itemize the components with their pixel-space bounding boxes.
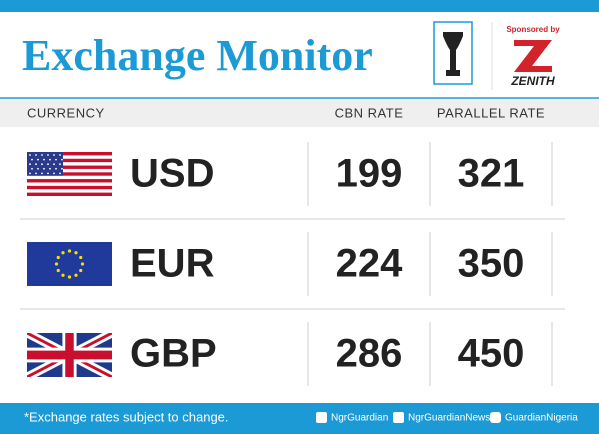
flag-star (59, 172, 61, 175)
instagram-icon (490, 412, 501, 423)
flag-star (53, 163, 55, 166)
flag-star (35, 163, 37, 166)
flag-star (49, 167, 51, 170)
grid (20, 142, 565, 386)
flag-star (43, 167, 45, 170)
flag-star (67, 275, 72, 279)
parallel-rate: 450 (458, 332, 525, 376)
flag-usa (27, 152, 112, 196)
flag-star (59, 154, 61, 156)
currency-code: USD (130, 152, 214, 196)
flag-star (47, 154, 49, 156)
flag-star (80, 262, 85, 266)
flag-star (29, 154, 31, 156)
flag-stripe (27, 172, 112, 176)
guardian-logo (433, 21, 473, 85)
cbn-rate: 199 (336, 152, 403, 196)
flag-stripe (27, 152, 112, 156)
flag-star (47, 172, 49, 175)
column-header: PARALLEL RATE (437, 105, 545, 120)
flag-canton (27, 152, 63, 176)
twitter-icon (393, 412, 404, 423)
sponsor-name: ZENITH (510, 74, 555, 88)
flag-star (56, 268, 60, 273)
flag-star (41, 172, 43, 175)
flag-star (55, 167, 57, 170)
flag-star (61, 273, 65, 277)
flag-star (31, 158, 33, 161)
flag-star (37, 158, 39, 161)
parallel-rate: 321 (458, 152, 525, 196)
flag-star (67, 249, 72, 253)
flag-uk (27, 333, 112, 377)
flag-star (79, 268, 83, 273)
flag-star (61, 158, 63, 161)
flag-star (61, 251, 65, 255)
flag-star (79, 255, 83, 260)
flag-star (55, 158, 57, 161)
column-header: CBN RATE (335, 105, 404, 120)
flag-star (37, 167, 39, 170)
flag-star (74, 251, 78, 255)
flag-star (53, 172, 55, 175)
twitter-handle[interactable]: NgrGuardianNews (408, 413, 490, 424)
column-header-band (0, 99, 599, 127)
instagram-handle[interactable]: GuardianNigeria (505, 413, 578, 424)
flag-star (47, 163, 49, 166)
title: Exchange Monitor (22, 31, 373, 80)
flag-star (41, 154, 43, 156)
flag-stripe (27, 165, 112, 169)
flag-star (43, 158, 45, 161)
flag-star (31, 167, 33, 170)
flag-star (53, 154, 55, 156)
flag-star (61, 167, 63, 170)
flag-star (35, 172, 37, 175)
flag-star (49, 158, 51, 161)
flag-star (41, 163, 43, 166)
flag-stripe (27, 179, 112, 183)
flag-star (29, 163, 31, 166)
flag-star (56, 255, 60, 260)
parallel-rate: 350 (458, 242, 525, 286)
flag-eu (27, 242, 112, 286)
cbn-rate: 286 (336, 332, 403, 376)
flag-stripe (27, 192, 112, 196)
flag-star (59, 163, 61, 166)
flag-star (29, 172, 31, 175)
facebook-handle[interactable]: NgrGuardian (331, 413, 388, 424)
flag-star (74, 273, 78, 277)
column-header: CURRENCY (27, 105, 105, 120)
facebook-icon (316, 412, 327, 423)
currency-code: EUR (130, 242, 215, 286)
flag-star (54, 262, 59, 266)
cbn-rate: 224 (336, 242, 403, 286)
zenith-logo (514, 40, 552, 72)
footer-note: *Exchange rates subject to change. (24, 409, 229, 424)
currency-code: GBP (130, 332, 217, 376)
flag-stripe (27, 158, 112, 163)
sponsor-label: Sponsored by (506, 25, 560, 34)
top-bar (0, 0, 599, 12)
flag-stripe (27, 185, 112, 190)
flag-star (35, 154, 37, 156)
